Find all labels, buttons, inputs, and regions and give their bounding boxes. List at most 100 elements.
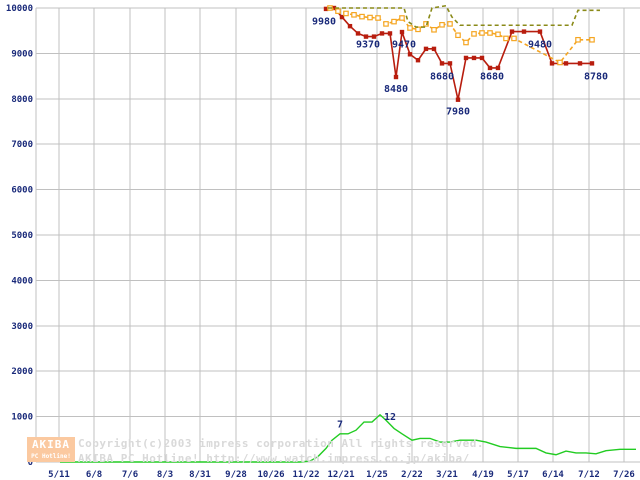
- x-tick-label: 12/21: [327, 470, 354, 480]
- series-marker: [393, 74, 399, 80]
- series-marker: [339, 14, 345, 20]
- series-marker: [455, 32, 461, 39]
- series-marker: [509, 29, 515, 34]
- series-marker: [407, 25, 413, 31]
- series-marker: [359, 13, 365, 20]
- series-marker: [503, 35, 509, 42]
- data-point-label: 7980: [446, 107, 470, 118]
- series-marker: [399, 29, 405, 35]
- series-marker: [399, 15, 405, 21]
- series-marker: [463, 39, 469, 46]
- x-tick-label: 11/22: [292, 470, 319, 480]
- series-marker: [495, 31, 501, 38]
- series-marker: [439, 21, 445, 28]
- series-marker: [407, 52, 413, 57]
- data-point-label: 9980: [312, 16, 336, 27]
- series-marker: [447, 61, 453, 66]
- x-tick-label: 5/11: [48, 470, 70, 480]
- x-tick-label: 9/28: [225, 470, 247, 480]
- series-marker: [471, 55, 477, 61]
- data-point-label: 8680: [430, 72, 454, 83]
- x-tick-label: 3/21: [436, 470, 458, 480]
- grid-layer: [35, 7, 640, 463]
- series-marker: [371, 34, 377, 39]
- series-marker: [589, 36, 595, 43]
- site-url-line: AKIBA PC Hotline! http://www.watch.impre…: [78, 452, 470, 465]
- x-tick-label: 8/31: [189, 470, 211, 480]
- akiba-logo-sub: PC Hotline!: [27, 452, 75, 462]
- x-tick-label: 6/8: [86, 470, 102, 480]
- data-point-label: 8480: [384, 84, 408, 95]
- series-marker: [479, 55, 485, 61]
- series-marker: [383, 21, 389, 27]
- series-marker: [537, 29, 543, 34]
- series-layer: [60, 4, 636, 463]
- series-marker: [379, 31, 385, 36]
- y-tick-label: 7000: [11, 140, 33, 150]
- series-marker: [423, 46, 429, 52]
- series-marker: [563, 61, 569, 66]
- series-marker: [487, 65, 493, 71]
- x-tick-label: 5/17: [507, 470, 529, 480]
- series-marker: [575, 36, 581, 43]
- series-marker: [521, 29, 527, 34]
- series-marker: [589, 61, 595, 66]
- data-point-label: 7: [337, 419, 343, 430]
- x-axis-tick-labels: 5/11 6/8 7/6 8/3 8/31 9/28 10/26 11/22 12/21 1/25…: [48, 470, 635, 480]
- series-marker: [323, 6, 329, 12]
- series-marker: [347, 23, 353, 29]
- x-tick-label: 1/25: [366, 470, 388, 480]
- copyright-line: Copyright(c)2003 impress corporation All…: [78, 437, 484, 450]
- y-tick-label: 9000: [11, 49, 33, 59]
- y-tick-label: 0: [28, 458, 33, 468]
- y-tick-label: 1000: [11, 413, 33, 423]
- series-marker: [511, 35, 517, 42]
- series-line-olive-price: [328, 4, 600, 28]
- y-tick-label: 4000: [11, 276, 33, 286]
- series-marker: [487, 30, 493, 36]
- series-marker: [455, 97, 461, 102]
- series-marker: [351, 12, 357, 18]
- series-line-green-volume: [60, 413, 636, 463]
- y-tick-label: 5000: [11, 231, 33, 241]
- y-tick-label: 10000: [6, 4, 33, 14]
- x-tick-label: 7/6: [122, 470, 138, 480]
- series-marker: [367, 14, 373, 21]
- y-tick-label: 3000: [11, 322, 33, 332]
- series-marker: [495, 65, 501, 71]
- data-point-labels: 9980 9370 9470 8480 7980 8680 8680 9480 8780 7 12: [312, 16, 608, 430]
- x-tick-label: 4/19: [472, 470, 494, 480]
- data-point-label: 9480: [528, 39, 552, 50]
- series-marker: [557, 59, 563, 66]
- series-marker: [391, 18, 397, 25]
- akiba-logo: AKIBA PC Hotline!: [27, 437, 75, 463]
- y-tick-label: 8000: [11, 95, 33, 105]
- series-marker: [375, 15, 381, 21]
- y-axis-tick-labels: 0 1000 2000 3000 4000 5000 6000 7000 8000 9000 100…: [6, 4, 33, 468]
- series-marker: [423, 21, 429, 27]
- x-tick-label: 8/3: [157, 470, 173, 480]
- series-marker: [471, 31, 477, 37]
- series-marker: [355, 31, 361, 36]
- x-tick-label: 7/12: [578, 470, 600, 480]
- x-tick-label: 6/14: [542, 470, 564, 480]
- data-point-label: 9370: [356, 39, 380, 50]
- data-point-label: 8780: [584, 71, 608, 82]
- series-marker: [431, 46, 437, 52]
- data-point-label: 12: [384, 412, 396, 423]
- x-tick-label: 2/22: [401, 470, 423, 480]
- x-tick-label: 7/26: [613, 470, 635, 480]
- y-tick-label: 6000: [11, 186, 33, 196]
- series-marker: [387, 31, 393, 36]
- series-marker: [363, 34, 369, 39]
- series-marker: [331, 5, 337, 11]
- series-marker: [577, 61, 583, 66]
- series-marker: [335, 8, 341, 14]
- series-marker: [549, 61, 555, 66]
- akiba-logo-main: AKIBA: [27, 437, 75, 452]
- data-point-label: 8680: [480, 72, 504, 83]
- series-marker: [415, 58, 421, 63]
- series-marker: [439, 61, 445, 66]
- y-tick-label: 2000: [11, 367, 33, 377]
